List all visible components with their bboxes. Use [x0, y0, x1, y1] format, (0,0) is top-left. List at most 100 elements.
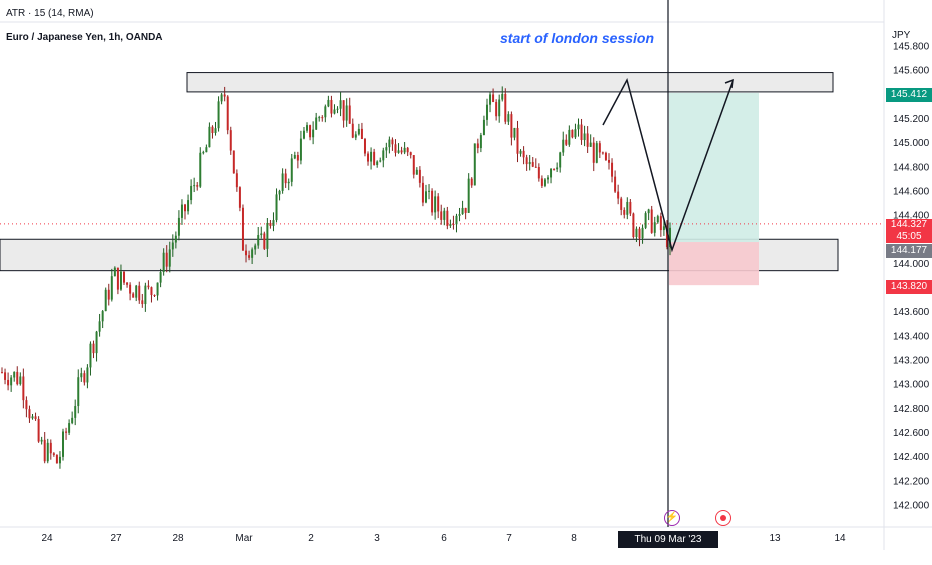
y-tick-label: 143.200: [893, 356, 930, 367]
candle-body: [464, 207, 467, 213]
candle-body: [49, 442, 52, 454]
candle-body: [25, 400, 28, 410]
current-price-label: 144.327 45:05: [886, 219, 932, 243]
candle-body: [455, 215, 458, 225]
candle-body: [180, 204, 183, 218]
candle-body: [482, 119, 485, 136]
candle-body: [177, 217, 180, 236]
x-tick-label: 28: [172, 533, 184, 544]
candle-body: [263, 233, 266, 249]
candle-body: [4, 372, 7, 380]
candle-body: [604, 152, 607, 160]
candle-body: [58, 456, 61, 464]
candle-body: [52, 453, 55, 455]
candle-body: [138, 285, 141, 301]
candle-body: [141, 300, 144, 305]
candle-body: [495, 101, 498, 117]
candle-body: [229, 130, 232, 151]
candle-body: [574, 129, 577, 138]
candle-body: [470, 178, 473, 186]
y-tick-label: 144.000: [893, 259, 930, 270]
candle-body: [116, 267, 119, 290]
y-tick-label: 145.800: [893, 42, 930, 53]
candle-body: [1, 372, 3, 374]
candle-body: [476, 143, 479, 149]
candle-body: [458, 214, 461, 216]
candle-body: [275, 194, 278, 221]
candle-body: [144, 285, 147, 305]
candle-body: [485, 104, 488, 120]
candle-body: [537, 167, 540, 179]
candle-body: [214, 128, 217, 134]
candle-body: [312, 129, 315, 138]
x-tick-label: 24: [41, 533, 53, 544]
candle-body: [376, 161, 379, 165]
candle-body: [248, 255, 251, 258]
candle-body: [123, 271, 126, 283]
candle-body: [568, 129, 571, 145]
candle-body: [55, 454, 58, 464]
candle-body: [16, 371, 19, 385]
candle-body: [629, 201, 632, 214]
candle-body: [614, 176, 617, 192]
candle-body: [43, 439, 46, 462]
candle-body: [238, 187, 241, 208]
candle-body: [315, 117, 318, 130]
y-tick-label: 145.000: [893, 138, 930, 149]
x-tick-label: 3: [374, 533, 380, 544]
candle-body: [62, 431, 65, 457]
candle-body: [296, 155, 299, 161]
candle-body: [623, 209, 626, 215]
projection-arrowhead: [724, 78, 734, 89]
candle-body: [501, 93, 504, 100]
candle-body: [467, 178, 470, 213]
candle-body: [126, 282, 129, 285]
candle-body: [165, 252, 168, 267]
candle-body: [409, 152, 412, 156]
candle-body: [83, 373, 86, 383]
candle-body: [266, 222, 269, 249]
target-price-label: 145.412: [886, 88, 932, 102]
lightning-icon[interactable]: ⚡: [664, 510, 680, 526]
candle-body: [507, 114, 510, 122]
candle-body: [132, 293, 135, 298]
candle-body: [333, 109, 336, 114]
candle-body: [80, 373, 83, 378]
candle-body: [348, 105, 351, 124]
candle-body: [382, 150, 385, 161]
candle-body: [360, 128, 363, 139]
candle-body: [367, 153, 370, 162]
candle-body: [592, 142, 595, 163]
candle-body: [443, 210, 446, 220]
y-tick-label: 142.200: [893, 476, 930, 487]
candle-body: [65, 431, 68, 433]
candle-body: [7, 379, 10, 386]
candle-body: [571, 129, 574, 138]
chart-root[interactable]: 145.800145.600145.400145.200145.000144.8…: [0, 0, 932, 550]
candle-body: [220, 94, 223, 102]
x-tick-label: Mar: [235, 533, 253, 544]
candle-body: [342, 100, 345, 121]
candle-body: [428, 190, 431, 192]
candle-body: [403, 147, 406, 153]
candle-body: [174, 235, 177, 243]
indicator-header[interactable]: ATR · 15 (14, RMA): [6, 8, 94, 19]
candle-body: [659, 216, 662, 231]
candle-body: [37, 418, 40, 442]
candle-body: [92, 343, 95, 354]
candle-body: [235, 173, 238, 188]
price-chart[interactable]: 145.800145.600145.400145.200145.000144.8…: [0, 0, 932, 550]
candle-body: [650, 209, 653, 233]
candle-body: [187, 200, 190, 212]
candle-body: [302, 130, 305, 139]
candle-body: [211, 126, 214, 134]
event-dot-icon[interactable]: [715, 510, 731, 526]
crosshair-date: Thu 09 Mar '23: [634, 534, 702, 545]
y-tick-label: 145.600: [893, 66, 930, 77]
candle-body: [110, 276, 113, 300]
y-tick-label: 142.400: [893, 452, 930, 463]
candle-body: [388, 139, 391, 148]
candle-body: [290, 158, 293, 182]
candle-body: [418, 169, 421, 183]
candle-body: [397, 150, 400, 153]
